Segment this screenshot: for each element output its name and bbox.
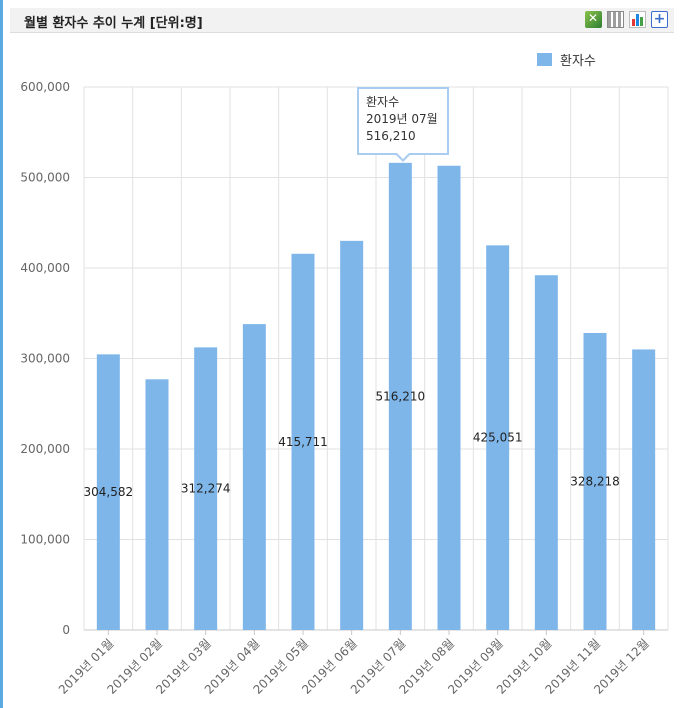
- bar: [437, 165, 461, 631]
- data-label: 415,711: [278, 435, 328, 449]
- panel-toolbar: +: [585, 11, 668, 28]
- chart-tooltip: 환자수 2019년 07월 516,210: [357, 87, 449, 155]
- y-tick-label: 200,000: [20, 442, 70, 456]
- tooltip-value: 516,210: [366, 129, 416, 143]
- bar: [242, 324, 266, 630]
- left-accent-bar: [0, 0, 3, 708]
- data-label: 425,051: [473, 431, 523, 445]
- bar: [194, 347, 218, 630]
- bar: [486, 245, 510, 630]
- bar: [96, 354, 120, 630]
- data-label: 516,210: [376, 389, 426, 403]
- y-tick-label: 100,000: [20, 533, 70, 547]
- y-tick-label: 0: [62, 623, 70, 637]
- chart-legend: 환자수: [537, 50, 596, 69]
- y-tick-label: 400,000: [20, 261, 70, 275]
- data-label: 304,582: [84, 485, 134, 499]
- plus-icon[interactable]: +: [651, 11, 668, 28]
- tooltip-category: 2019년 07월: [366, 112, 438, 126]
- y-tick-label: 500,000: [20, 171, 70, 185]
- bar: [291, 253, 315, 630]
- bar: [632, 349, 656, 630]
- y-tick-label: 600,000: [20, 80, 70, 94]
- tooltip-arrow-inner: [397, 153, 409, 159]
- bar: [145, 379, 169, 630]
- legend-label: 환자수: [560, 54, 596, 69]
- panel-title: 월별 환자수 추이 누계 [단위:명]: [24, 16, 203, 31]
- y-tick-label: 300,000: [20, 352, 70, 366]
- grid-view-icon[interactable]: [607, 11, 624, 28]
- bar: [388, 162, 412, 630]
- chart-view-icon[interactable]: [629, 11, 646, 28]
- bar: [583, 332, 607, 630]
- legend-swatch: [537, 53, 552, 66]
- tooltip-series: 환자수: [366, 95, 400, 109]
- bar: [534, 275, 558, 630]
- data-label: 328,218: [570, 474, 620, 488]
- bar: [340, 240, 364, 630]
- data-label: 312,274: [181, 482, 231, 496]
- panel-header: 월별 환자수 추이 누계 [단위:명] +: [10, 8, 674, 33]
- excel-export-icon[interactable]: [585, 11, 602, 28]
